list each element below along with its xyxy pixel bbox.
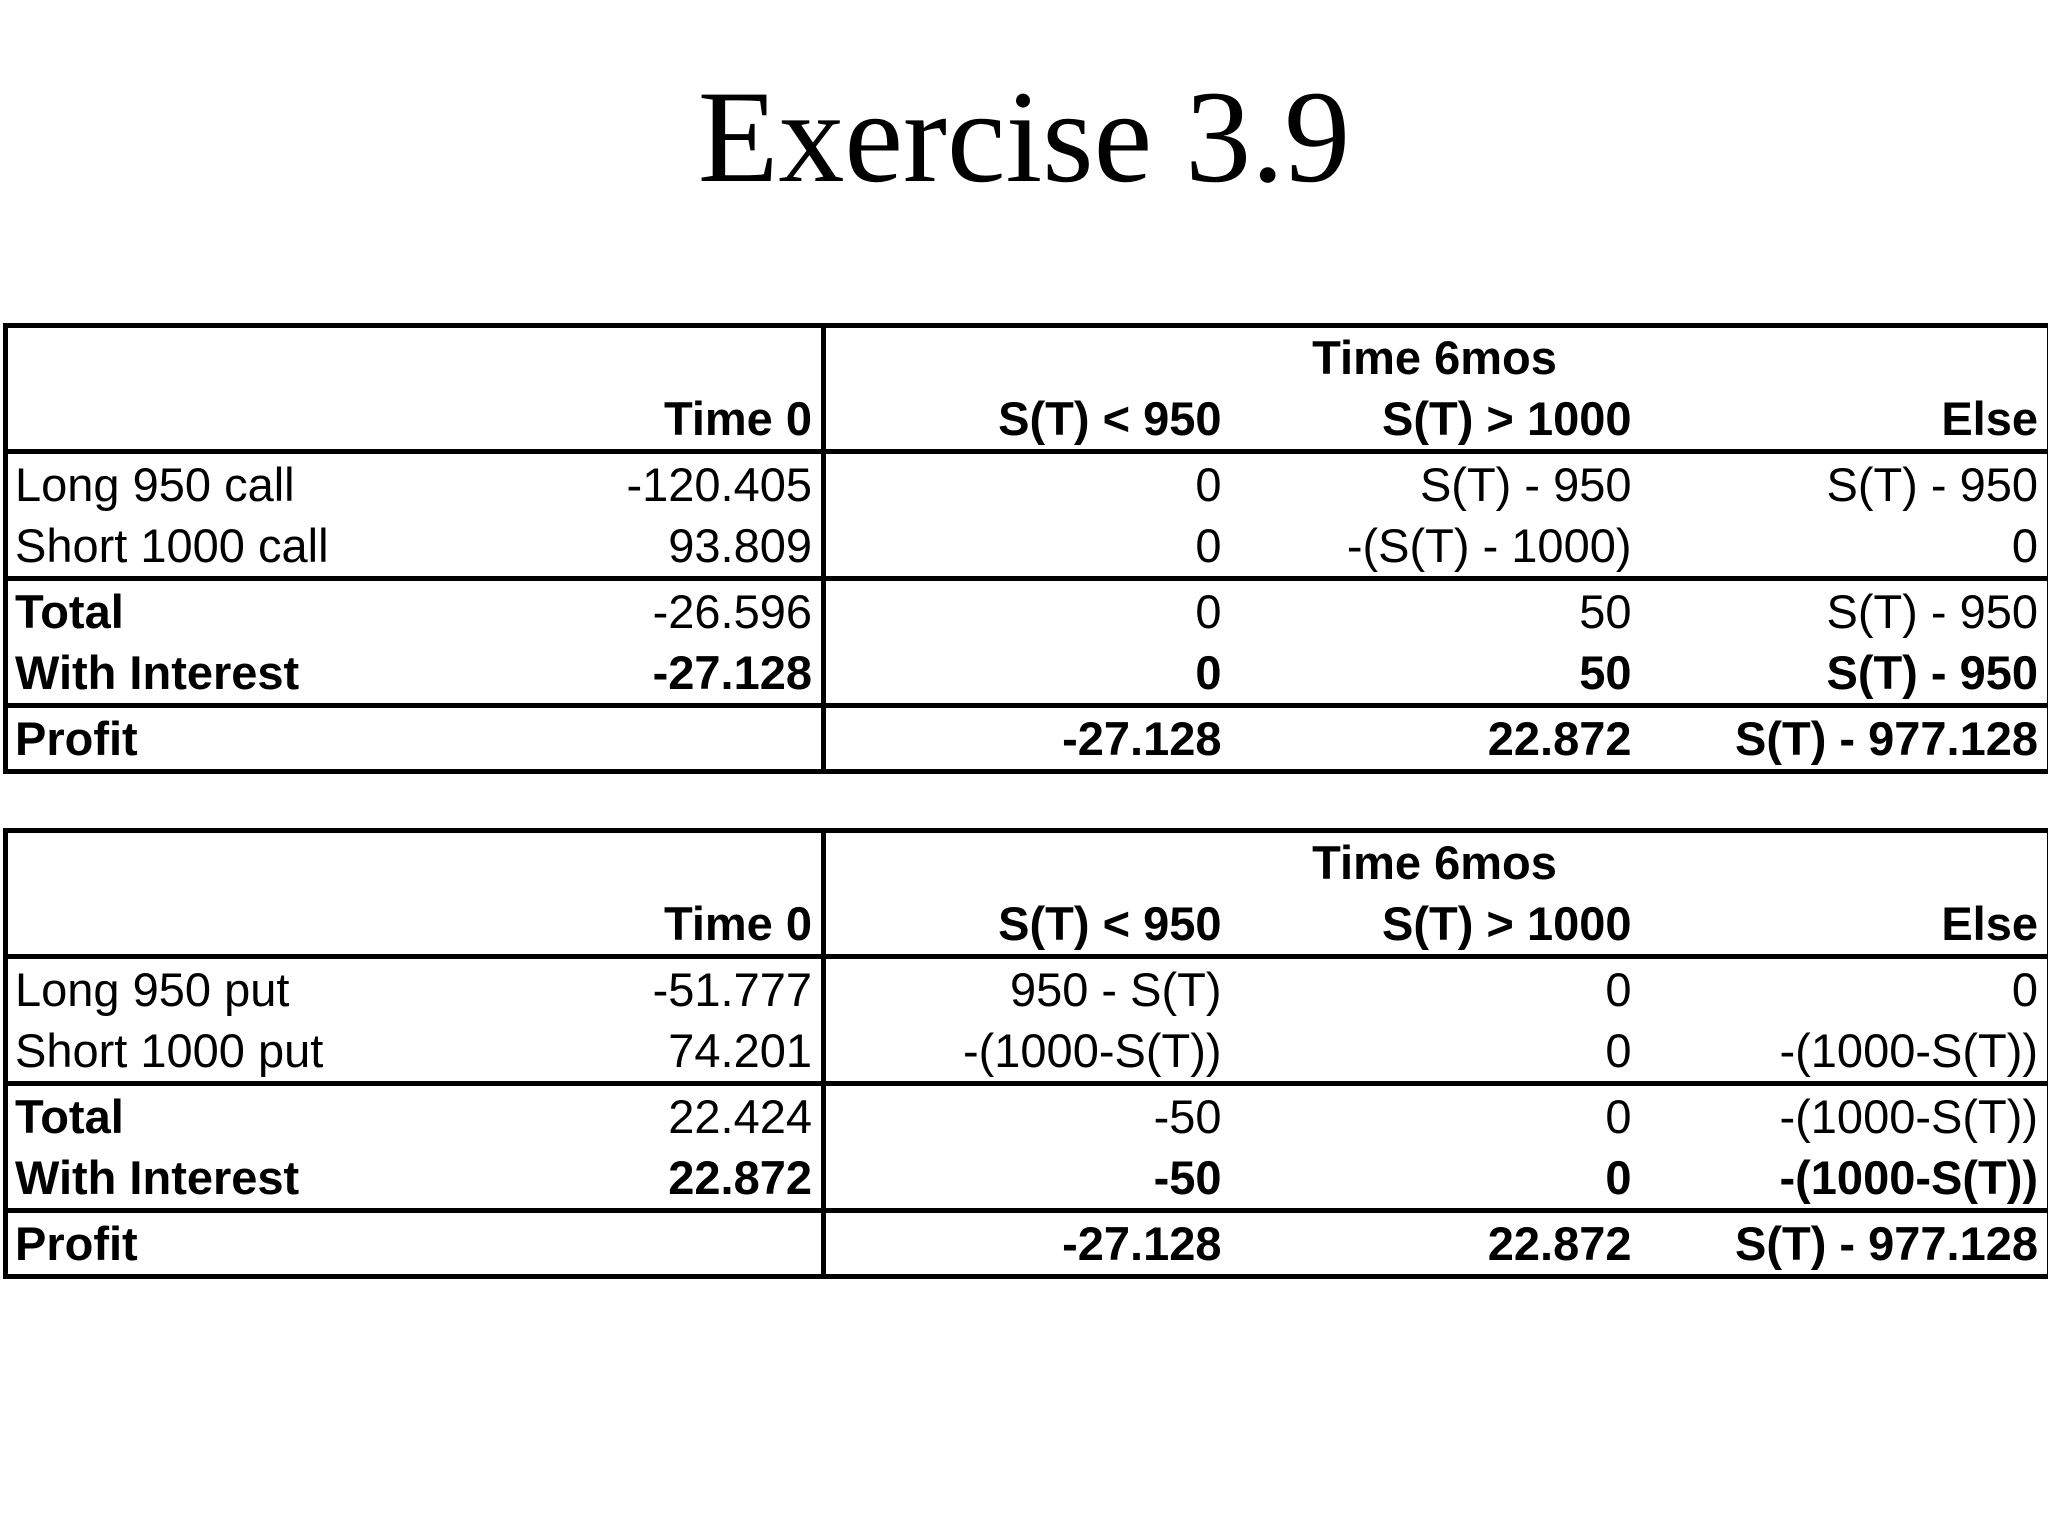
cell-lt950: 0 [823, 642, 1231, 708]
cell-gt1000: 50 [1230, 642, 1641, 708]
row-label: Profit [3, 1210, 406, 1279]
cell-lt950: -27.128 [823, 1210, 1231, 1279]
column-header-lt950: S(T) < 950 [823, 893, 1231, 959]
column-header-time0: Time 0 [405, 388, 826, 454]
table-row: With Interest 22.872 -50 0 -(1000-S(T)) [3, 1147, 2048, 1213]
call-spread-table: Time 6mos Time 0 S(T) < 950 S(T) > 1000 … [3, 323, 2048, 774]
table-row: Long 950 put -51.777 950 - S(T) 0 0 [3, 956, 2048, 1020]
cell-else: S(T) - 977.128 [1640, 705, 2048, 774]
cell-time0: -26.596 [405, 578, 826, 642]
cell-time0: 74.201 [405, 1020, 826, 1086]
cell-else: S(T) - 950 [1640, 642, 2048, 708]
cell-gt1000: 0 [1230, 1147, 1641, 1213]
column-header-gt1000: S(T) > 1000 [1230, 388, 1641, 454]
cell-time0: 93.809 [405, 515, 826, 581]
cell-else: 0 [1640, 515, 2048, 581]
row-label: Total [3, 578, 406, 642]
header-group-row: Time 6mos [3, 323, 2048, 388]
row-label: Short 1000 put [3, 1020, 406, 1086]
column-header-gt1000: S(T) > 1000 [1230, 893, 1641, 959]
cell-gt1000: 0 [1230, 1020, 1641, 1086]
header-columns-row: Time 0 S(T) < 950 S(T) > 1000 Else [3, 893, 2048, 959]
column-header-else: Else [1640, 388, 2048, 454]
cell-lt950: 0 [1195, 585, 1222, 638]
cell-gt1000: 22.872 [1230, 705, 1641, 774]
row-label: With Interest [3, 1147, 406, 1213]
cell-gt1000: 22.872 [1230, 1210, 1641, 1279]
cell-time0 [405, 705, 826, 774]
group-header: Time 6mos [823, 323, 2048, 388]
table-row: Total -26.596 0 50 S(T) - 950 [3, 578, 2048, 642]
cell-else: -(1000-S(T)) [1640, 1020, 2048, 1086]
row-label: Short 1000 call [3, 515, 406, 581]
cell-else: S(T) - 950 [1640, 578, 2048, 642]
table-row: Total 22.424 -50 0 -(1000-S(T)) [3, 1083, 2048, 1147]
group-header: Time 6mos [823, 828, 2048, 893]
cell-time0: -51.777 [405, 956, 826, 1020]
cell-lt950: -27.128 [823, 705, 1231, 774]
cell-time0 [405, 1210, 826, 1279]
cell-gt1000: 0 [1605, 963, 1632, 1016]
cell-lt950: 950 - S(T) [1009, 963, 1222, 1016]
table-row: Short 1000 put 74.201 -(1000-S(T)) 0 -(1… [3, 1020, 2048, 1086]
cell-gt1000: 0 [1605, 1090, 1632, 1143]
put-spread-table: Time 6mos Time 0 S(T) < 950 S(T) > 1000 … [3, 828, 2048, 1279]
cell-else: S(T) - 950 [1640, 451, 2048, 515]
row-label: Profit [3, 705, 406, 774]
cell-lt950: 0 [823, 515, 1231, 581]
header-columns-row: Time 0 S(T) < 950 S(T) > 1000 Else [3, 388, 2048, 454]
column-header-label [3, 388, 406, 454]
slide-title: Exercise 3.9 [697, 63, 1351, 210]
cell-else: S(T) - 977.128 [1640, 1210, 2048, 1279]
table-row: Short 1000 call 93.809 0 -(S(T) - 1000) … [3, 515, 2048, 581]
column-header-else: Else [1640, 893, 2048, 959]
column-header-time0: Time 0 [405, 893, 826, 959]
row-label: Long 950 call [3, 451, 406, 515]
row-label: With Interest [3, 642, 406, 708]
header-group-row: Time 6mos [3, 828, 2048, 893]
cell-lt950: -(1000-S(T)) [823, 1020, 1231, 1086]
cell-gt1000: -(S(T) - 1000) [1230, 515, 1641, 581]
table-row: Profit -27.128 22.872 S(T) - 977.128 [3, 705, 2048, 774]
cell-else: -(1000-S(T)) [1640, 1083, 2048, 1147]
cell-lt950: -50 [1153, 1090, 1222, 1143]
cell-gt1000: 50 [1579, 585, 1632, 638]
column-header-label [3, 893, 406, 959]
cell-lt950: -50 [823, 1147, 1231, 1213]
cell-time0: 22.424 [405, 1083, 826, 1147]
table-row: With Interest -27.128 0 50 S(T) - 950 [3, 642, 2048, 708]
cell-lt950: 0 [1195, 458, 1222, 511]
cell-time0: 22.872 [405, 1147, 826, 1213]
row-label: Long 950 put [3, 956, 406, 1020]
table-row: Profit -27.128 22.872 S(T) - 977.128 [3, 1210, 2048, 1279]
cell-time0: -27.128 [405, 642, 826, 708]
cell-gt1000: S(T) - 950 [1419, 458, 1632, 511]
cell-time0: -120.405 [405, 451, 826, 515]
row-label: Total [3, 1083, 406, 1147]
cell-else: -(1000-S(T)) [1640, 1147, 2048, 1213]
table-row: Long 950 call -120.405 0 S(T) - 950 S(T)… [3, 451, 2048, 515]
cell-else: 0 [1640, 956, 2048, 1020]
column-header-lt950: S(T) < 950 [823, 388, 1231, 454]
